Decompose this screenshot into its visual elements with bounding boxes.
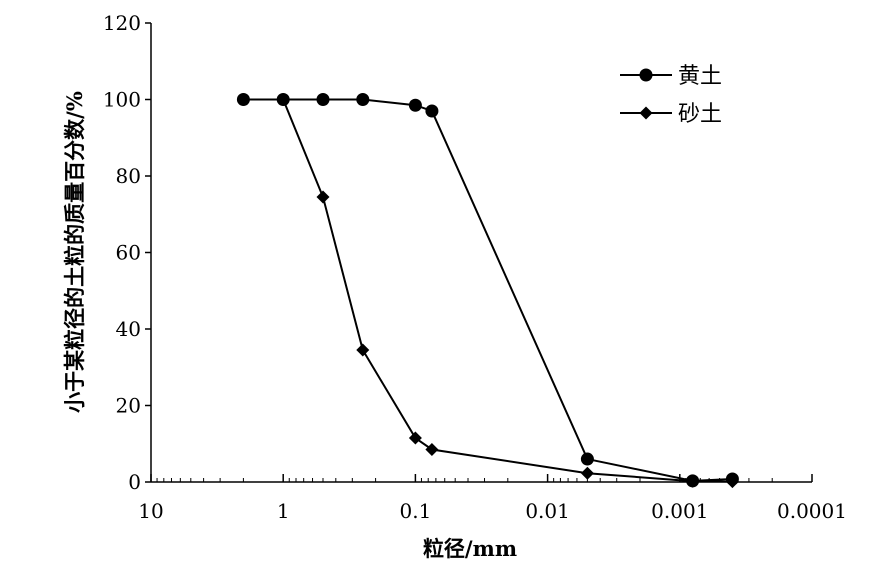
data-point-circle [236, 93, 250, 106]
x-tick-label: 0.01 [525, 499, 570, 523]
data-point-circle [316, 93, 330, 106]
y-tick-label: 0 [128, 470, 141, 494]
data-point-diamond [725, 475, 739, 489]
y-tick-label: 100 [103, 88, 141, 112]
legend-label: 黄土 [678, 64, 722, 89]
data-point-diamond [686, 474, 700, 488]
x-axis-title: 粒径/mm [423, 536, 517, 561]
series-line-1 [243, 98, 733, 482]
x-tick-label: 0.001 [651, 499, 708, 523]
x-tick-label: 0.1 [399, 499, 431, 523]
data-point-diamond [276, 93, 290, 106]
x-tick-label: 1 [277, 499, 290, 523]
y-tick-label: 40 [116, 317, 141, 341]
x-tick-label: 0.0001 [777, 499, 847, 523]
data-point-circle [356, 93, 370, 106]
y-tick-label: 80 [116, 164, 141, 188]
data-point-diamond [316, 190, 330, 204]
y-tick-label: 60 [116, 241, 141, 265]
axes: 0 20 40 60 80 100 120 10 1 0.1 0.01 0.001 0.0001 [103, 11, 847, 523]
x-tick-label: 10 [138, 499, 163, 523]
data-point-diamond [408, 431, 422, 445]
series-line-2 [282, 99, 733, 483]
data-point-diamond [425, 442, 439, 456]
data-point-diamond [580, 466, 594, 480]
data-point-circle [408, 98, 422, 112]
data-point-circle [639, 68, 653, 82]
plot-area [236, 93, 739, 489]
data-point-diamond [639, 106, 653, 120]
data-point-circle [580, 452, 594, 466]
y-axis-title: 小于某粒径的土粒的质量百分数/% [62, 91, 87, 413]
y-tick-label: 120 [103, 11, 141, 35]
data-point-diamond [356, 343, 370, 357]
legend-label: 砂土 [678, 102, 722, 127]
data-point-circle [425, 104, 439, 118]
y-tick-label: 20 [116, 394, 141, 418]
